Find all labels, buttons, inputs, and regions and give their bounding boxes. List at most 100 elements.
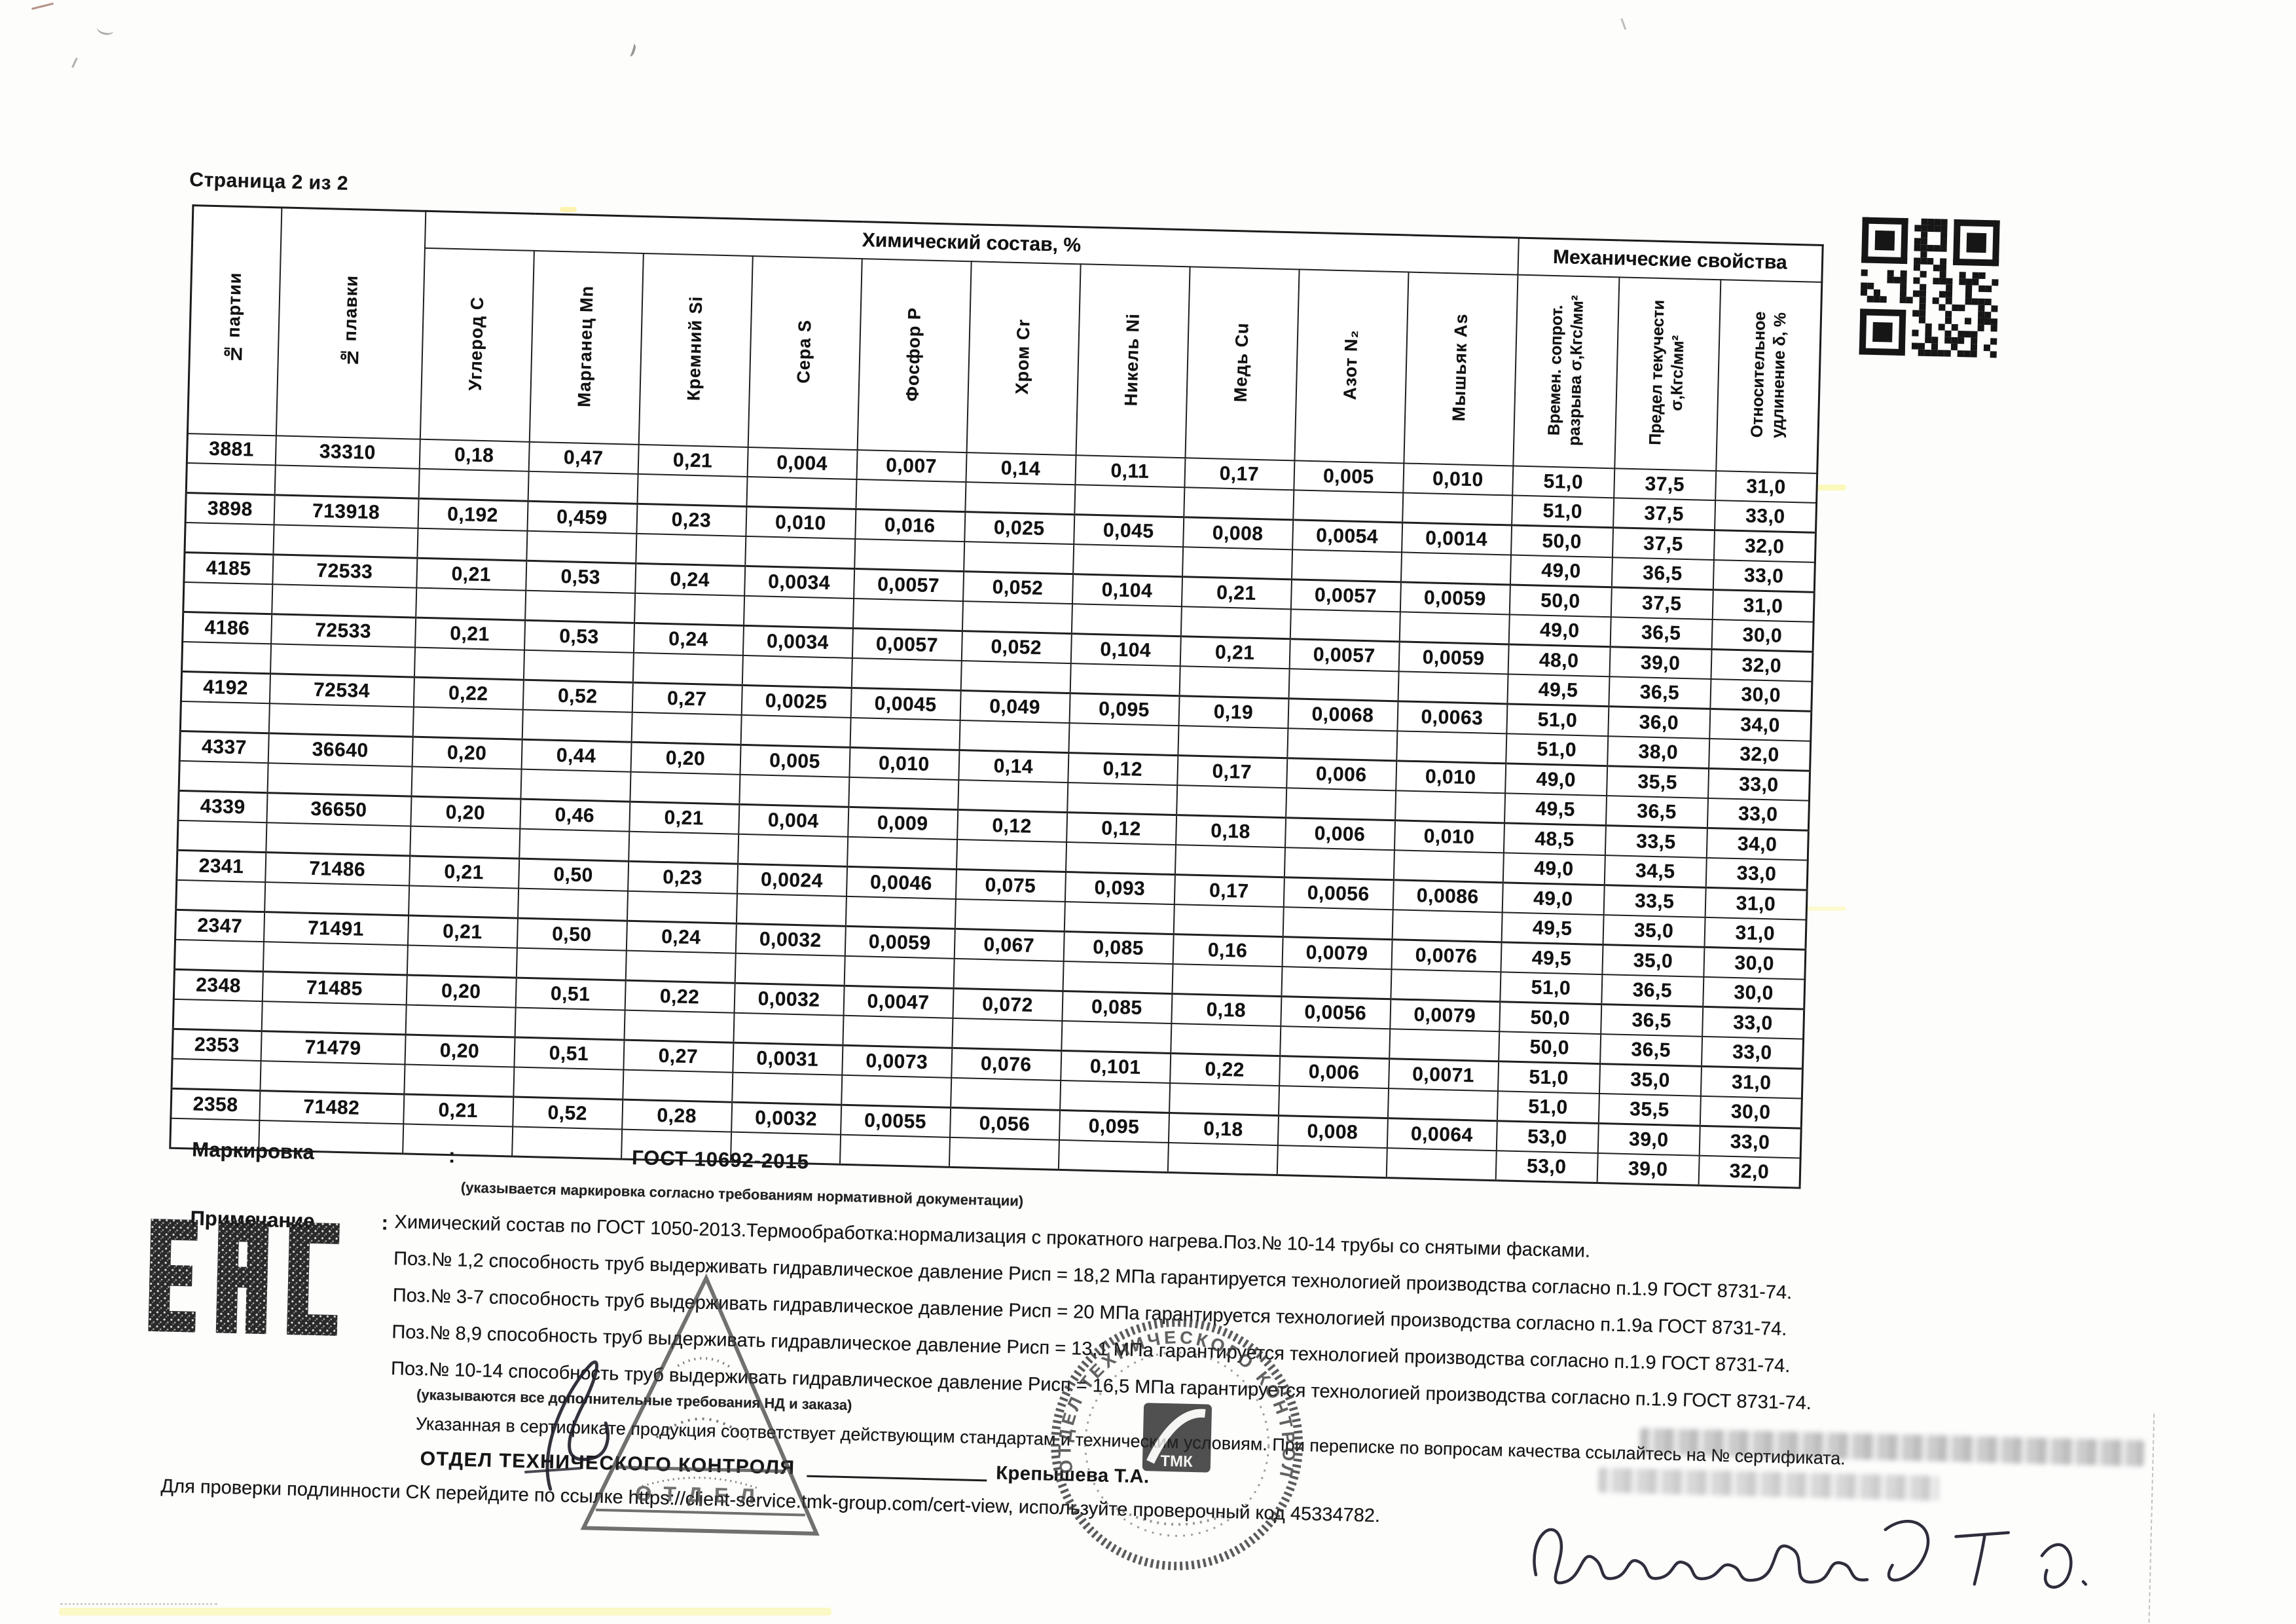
chem-value: 0,18 (419, 439, 530, 471)
empty-cell (1277, 1145, 1387, 1178)
empty-cell (1173, 904, 1284, 937)
heat-cell: 71485 (262, 971, 407, 1005)
empty-cell (1291, 549, 1402, 582)
chem-value: 0,12 (957, 809, 1067, 843)
empty-cell (1283, 907, 1393, 940)
empty-cell (622, 1069, 733, 1103)
mech-value: 33,0 (1701, 1036, 1804, 1069)
chem-value: 0,0059 (1398, 641, 1509, 674)
mech-value: 36,5 (1610, 617, 1713, 650)
chem-value: 0,21 (638, 444, 748, 477)
empty-cell (405, 1005, 516, 1038)
heat-cell: 71486 (264, 852, 410, 886)
chem-value: 0,0046 (846, 866, 957, 899)
chem-value: 0,052 (962, 571, 1073, 604)
scan-speck (625, 42, 637, 58)
empty-cell (844, 955, 955, 989)
empty-cell (1074, 485, 1184, 517)
chem-value: 0,0024 (737, 864, 847, 896)
empty-cell (1286, 728, 1397, 761)
mech-value: 33,0 (1713, 560, 1815, 593)
empty-cell (522, 709, 632, 743)
col-header-chem-4-text: Фосфор Р (902, 306, 925, 401)
chem-value: 0,20 (410, 796, 520, 829)
chem-value: 0,0059 (845, 926, 955, 959)
eac-mark-icon (148, 1219, 340, 1336)
mech-value: 35,0 (1603, 915, 1705, 948)
empty-cell (625, 950, 736, 984)
empty-cell (848, 777, 958, 810)
empty-cell (524, 590, 635, 623)
col-header-batch-text: № партии (223, 272, 246, 364)
empty-cell (957, 779, 1068, 813)
mech-value: 51,0 (1497, 1091, 1599, 1124)
batch-cell: 3881 (187, 434, 276, 466)
empty-cell (1182, 547, 1292, 580)
mech-value: 49,0 (1502, 882, 1605, 915)
empty-cell (735, 953, 845, 986)
note-colon: : (381, 1211, 389, 1234)
empty-cell (403, 1064, 514, 1097)
col-header-heat: № плавки (276, 207, 426, 439)
chem-value: 0,076 (951, 1048, 1061, 1080)
chem-value: 0,27 (623, 1040, 733, 1073)
chem-value: 0,007 (856, 450, 967, 483)
empty-cell (1175, 845, 1285, 877)
empty-cell (1068, 723, 1178, 756)
empty-cell (412, 707, 523, 740)
col-header-chem-3-text: Сера S (793, 319, 815, 384)
chem-value: 0,0071 (1388, 1058, 1499, 1092)
empty-cell (637, 473, 748, 507)
empty-cell (1061, 1020, 1171, 1054)
empty-cell (268, 703, 414, 737)
mech-value: 53,0 (1496, 1120, 1599, 1153)
empty-cell (1183, 487, 1294, 520)
mech-value: 32,0 (1713, 530, 1816, 563)
empty-cell (416, 528, 527, 561)
col-header-heat-text: № плавки (339, 274, 361, 367)
chem-value: 0,21 (416, 558, 526, 591)
chem-value: 0,101 (1060, 1050, 1171, 1083)
mech-value: 49,5 (1501, 942, 1603, 975)
chem-value: 0,0056 (1280, 996, 1391, 1029)
empty-cell (1290, 609, 1400, 642)
mech-value: 31,0 (1715, 471, 1817, 503)
chem-value: 0,006 (1286, 758, 1396, 791)
empty-cell (274, 465, 420, 499)
mech-value: 36,5 (1601, 974, 1704, 1007)
chem-value: 0,0064 (1387, 1118, 1497, 1151)
mech-value: 48,5 (1503, 822, 1606, 856)
chem-value: 0,009 (847, 807, 958, 840)
chem-value: 0,025 (964, 511, 1074, 545)
empty-cell (731, 1072, 842, 1105)
chem-value: 0,0079 (1389, 999, 1500, 1032)
mech-value: 36,5 (1600, 1004, 1703, 1037)
empty-cell (1059, 1080, 1170, 1113)
empty-cell (850, 717, 960, 750)
col-header-chem-8-text: Азот N₂ (1339, 329, 1362, 400)
marking-colon: : (448, 1144, 456, 1168)
mech-value: 32,0 (1708, 738, 1811, 771)
scan-speck (96, 22, 115, 37)
empty-cell (409, 826, 520, 859)
mech-value: 51,0 (1505, 733, 1608, 766)
col-header-mech-1: Предел текучести σ,Кгс/мм² (1614, 277, 1721, 471)
empty-cell (1064, 901, 1175, 934)
mech-value: 30,0 (1700, 1096, 1802, 1129)
col-header-chem-9: Мышьяк As (1403, 272, 1518, 466)
empty-cell (174, 939, 264, 972)
triangle-stamp-word: ОТДЕЛ (635, 1481, 767, 1508)
mech-value: 35,5 (1606, 766, 1709, 798)
empty-cell (738, 774, 849, 807)
chem-value: 0,51 (513, 1037, 625, 1070)
col-header-mech-2: Относительное удлинение δ, % (1715, 280, 1822, 473)
empty-cell (629, 771, 740, 805)
col-header-mech-2-text: Относительное удлинение δ, % (1747, 311, 1790, 439)
chem-value: 0,0034 (744, 566, 854, 599)
mech-value: 49,5 (1501, 912, 1604, 945)
mech-value: 30,0 (1709, 678, 1813, 712)
empty-cell (270, 644, 415, 678)
chem-value: 0,049 (960, 690, 1070, 724)
chem-value: 0,14 (965, 452, 1076, 485)
empty-cell (1285, 788, 1396, 821)
